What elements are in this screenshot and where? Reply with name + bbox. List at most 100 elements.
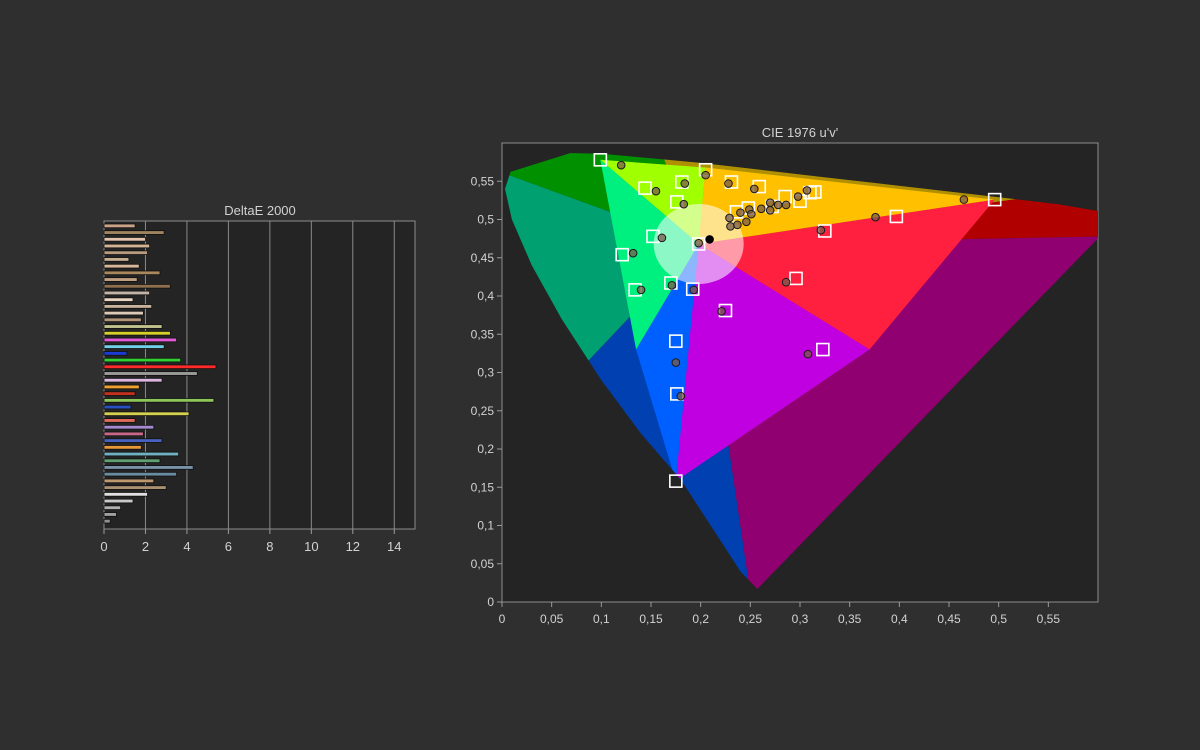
cie-x-tick-label: 0,3	[792, 612, 809, 626]
deltae-bar	[103, 518, 111, 524]
deltae-bar	[103, 471, 177, 477]
cie-y-tick-label: 0,05	[471, 557, 495, 571]
target-square	[691, 237, 706, 251]
target-square	[816, 342, 830, 357]
deltae-bar	[103, 344, 165, 349]
measured-point	[724, 179, 733, 188]
cie-x-tick-label: 0,1	[593, 612, 610, 626]
measured-point	[717, 307, 726, 316]
measured-point	[750, 184, 759, 194]
measured-point	[793, 192, 803, 201]
white-point-marker	[705, 235, 714, 244]
measured-point	[802, 186, 812, 195]
deltae-bar	[103, 505, 121, 510]
target-square	[638, 181, 652, 195]
deltae-bar	[103, 330, 171, 336]
deltae-bar	[103, 498, 134, 504]
cie-y-tick-label: 0,3	[477, 366, 494, 380]
deltae-bar	[103, 317, 142, 323]
measured-point	[765, 206, 775, 215]
measured-point	[747, 209, 756, 219]
measured-point	[657, 233, 667, 243]
deltae-bar	[103, 424, 155, 430]
measured-point	[679, 199, 689, 209]
cie-y-tick-label: 0,45	[471, 251, 495, 265]
target-square	[669, 334, 683, 348]
deltae-bar	[103, 310, 144, 316]
measured-point	[671, 358, 681, 367]
deltae-bar	[103, 223, 136, 229]
gamut-triangle-sector	[636, 244, 699, 482]
deltae-bar	[103, 364, 217, 370]
cie-y-tick-label: 0,55	[471, 174, 495, 188]
target-square	[987, 192, 1002, 207]
measured-point	[725, 213, 734, 223]
deltae-bar	[103, 243, 151, 249]
cie-y-tick-label: 0,35	[471, 327, 495, 341]
deltae-bar	[103, 237, 146, 242]
measured-point	[651, 186, 661, 196]
gamut-triangle-sector	[698, 199, 995, 350]
measured-point	[628, 248, 638, 258]
deltae-tick-label: 4	[183, 539, 190, 554]
target-square	[615, 247, 629, 262]
cie-y-tick-label: 0,5	[477, 213, 494, 227]
deltae-bar	[103, 438, 163, 443]
target-square	[685, 282, 700, 296]
deltae-bar	[103, 478, 155, 484]
measured-point	[676, 391, 686, 401]
deltae-tick-label: 12	[346, 539, 360, 554]
cie-y-tick-label: 0,25	[471, 404, 495, 418]
measured-point	[803, 349, 813, 359]
gamut-triangle-sector	[698, 167, 995, 244]
deltae-bar	[103, 230, 165, 235]
gamut-triangle-sector	[600, 159, 699, 350]
deltae-bar	[103, 465, 194, 470]
cie-x-tick-label: 0,45	[937, 612, 961, 626]
deltae-bar	[103, 485, 167, 490]
cie-x-tick-label: 0,4	[891, 612, 908, 626]
measured-point	[781, 200, 791, 210]
deltae-bar	[103, 451, 180, 457]
measured-point	[701, 170, 710, 180]
deltae-bar	[103, 297, 134, 302]
deltae-bar	[103, 445, 142, 450]
deltae-bar	[103, 283, 171, 289]
deltae-bar	[103, 337, 177, 343]
measured-point	[765, 198, 775, 207]
measured-point	[742, 217, 751, 227]
measured-point	[816, 225, 826, 235]
deltae-bar	[103, 324, 163, 329]
measured-point	[733, 220, 742, 230]
measured-point	[959, 195, 969, 204]
deltae-bar	[103, 263, 140, 269]
measured-point	[616, 160, 626, 170]
cie-x-tick-label: 0,55	[1037, 612, 1061, 626]
deltae-bar	[103, 431, 144, 437]
target-square	[789, 271, 803, 286]
cie-y-tick-label: 0,2	[477, 442, 494, 456]
measured-point	[756, 204, 766, 214]
deltae-tick-label: 10	[304, 539, 318, 554]
deltae-bar	[103, 384, 140, 390]
deltae-bar	[103, 257, 130, 262]
deltae-bar	[103, 377, 163, 383]
deltae-bar-chart: DeltaE 2000 0 2 4 6 8 10 12 14	[100, 203, 416, 554]
deltae-bar	[103, 371, 198, 376]
deltae-bar	[103, 492, 148, 497]
deltae-bar	[103, 290, 151, 296]
measured-point	[667, 280, 677, 290]
measured-point	[689, 285, 699, 295]
deltae-bar	[103, 391, 136, 396]
measured-point	[871, 212, 880, 222]
deltae-tick-label: 0	[100, 539, 107, 554]
deltae-bar	[103, 512, 117, 517]
cie-y-tick-label: 0,4	[477, 289, 494, 303]
deltae-bar	[103, 418, 136, 423]
cie-chart-title: CIE 1976 u'v'	[762, 125, 839, 140]
cie-y-tick-label: 0	[487, 595, 494, 609]
deltae-bar	[103, 404, 132, 410]
cie-x-tick-label: 0,35	[838, 612, 862, 626]
cie-x-tick-label: 0,2	[692, 612, 709, 626]
